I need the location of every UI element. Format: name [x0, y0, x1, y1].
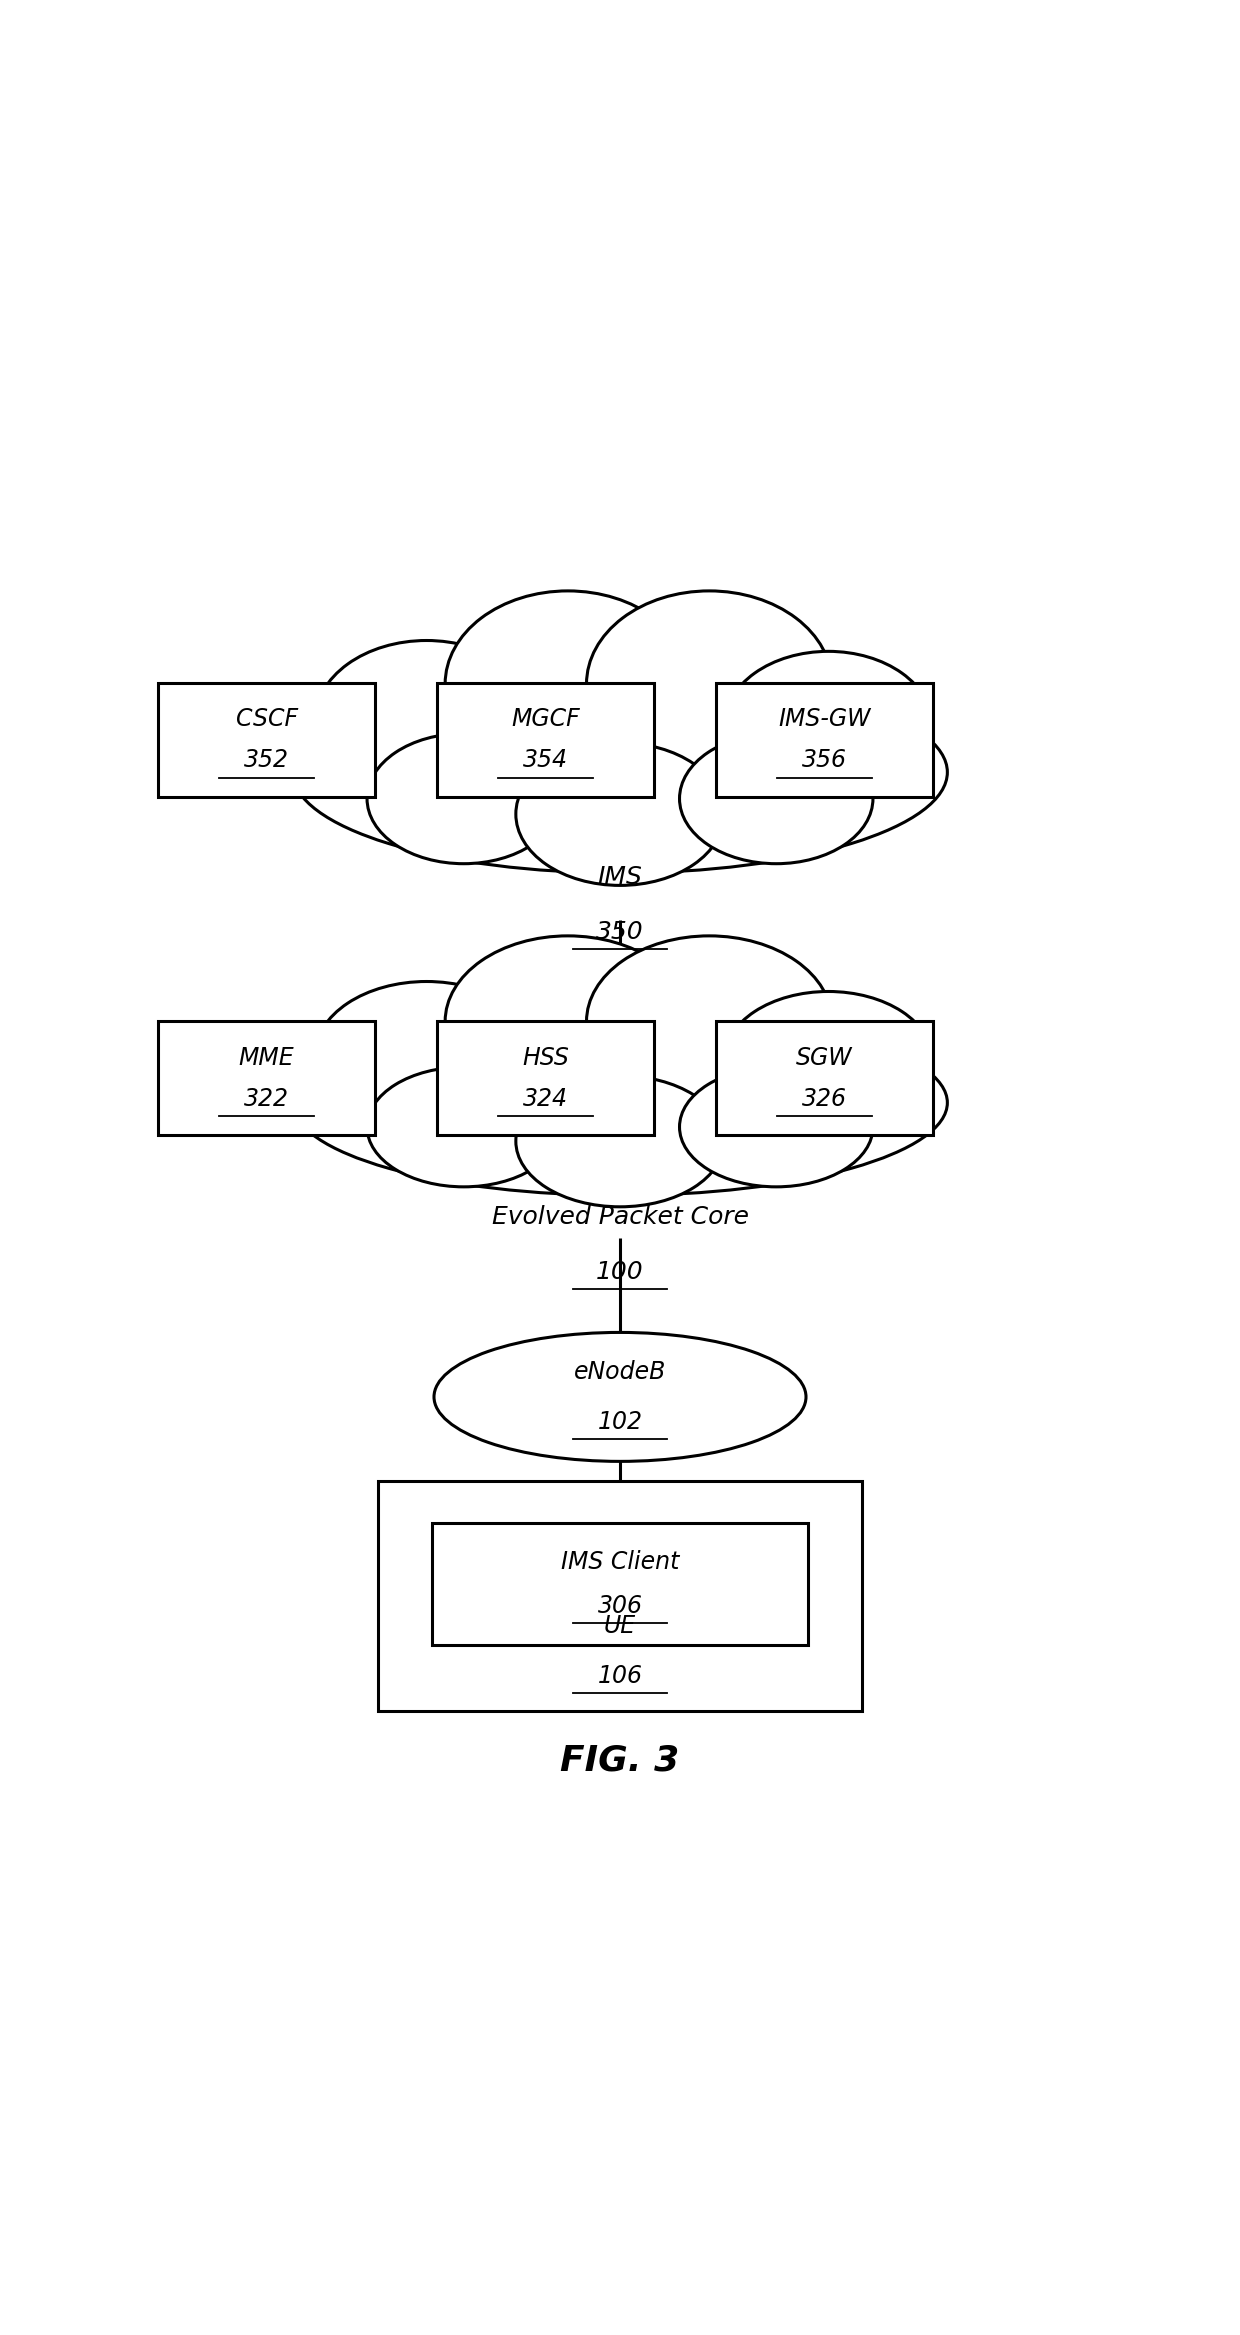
Ellipse shape	[434, 1333, 806, 1462]
Text: 352: 352	[244, 747, 289, 773]
Ellipse shape	[367, 733, 560, 864]
Ellipse shape	[724, 651, 932, 801]
Text: Evolved Packet Core: Evolved Packet Core	[491, 1205, 749, 1228]
FancyBboxPatch shape	[438, 682, 655, 796]
Text: 102: 102	[598, 1410, 642, 1434]
Ellipse shape	[445, 936, 691, 1107]
Ellipse shape	[680, 1067, 873, 1186]
Text: eNodeB: eNodeB	[574, 1359, 666, 1385]
Ellipse shape	[587, 936, 832, 1107]
Text: HSS: HSS	[522, 1046, 569, 1069]
Text: 354: 354	[523, 747, 568, 773]
Text: 356: 356	[802, 747, 847, 773]
Text: SGW: SGW	[796, 1046, 853, 1069]
Text: 324: 324	[523, 1086, 568, 1111]
Ellipse shape	[516, 743, 724, 885]
Ellipse shape	[516, 1076, 724, 1207]
FancyBboxPatch shape	[159, 1020, 374, 1135]
FancyBboxPatch shape	[378, 1480, 862, 1712]
Ellipse shape	[293, 672, 947, 873]
Ellipse shape	[445, 591, 691, 778]
Ellipse shape	[315, 981, 538, 1130]
Ellipse shape	[724, 992, 932, 1128]
FancyBboxPatch shape	[432, 1522, 808, 1644]
FancyBboxPatch shape	[717, 682, 932, 796]
Ellipse shape	[293, 1011, 947, 1196]
Text: FIG. 3: FIG. 3	[560, 1744, 680, 1777]
Ellipse shape	[367, 1067, 560, 1186]
Text: IMS: IMS	[598, 866, 642, 890]
Text: IMS Client: IMS Client	[560, 1550, 680, 1574]
Text: 322: 322	[244, 1086, 289, 1111]
Text: 106: 106	[598, 1665, 642, 1688]
Text: MME: MME	[239, 1046, 294, 1069]
Text: 306: 306	[598, 1595, 642, 1618]
FancyBboxPatch shape	[717, 1020, 932, 1135]
FancyBboxPatch shape	[159, 682, 374, 796]
Ellipse shape	[587, 591, 832, 778]
Text: UE: UE	[604, 1613, 636, 1639]
Text: 350: 350	[596, 920, 644, 943]
Text: IMS-GW: IMS-GW	[779, 708, 870, 731]
Text: 100: 100	[596, 1259, 644, 1284]
Text: 326: 326	[802, 1086, 847, 1111]
Ellipse shape	[680, 733, 873, 864]
Text: MGCF: MGCF	[511, 708, 580, 731]
Text: CSCF: CSCF	[236, 708, 298, 731]
FancyBboxPatch shape	[438, 1020, 655, 1135]
Ellipse shape	[315, 640, 538, 801]
